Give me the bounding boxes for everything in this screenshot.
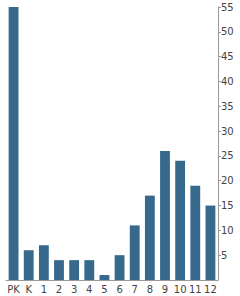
svg-text:5: 5 xyxy=(101,284,107,295)
svg-text:55: 55 xyxy=(221,2,234,13)
svg-text:11: 11 xyxy=(189,284,202,295)
svg-text:6: 6 xyxy=(116,284,122,295)
svg-text:35: 35 xyxy=(221,101,234,112)
svg-text:45: 45 xyxy=(221,51,234,62)
svg-text:30: 30 xyxy=(221,126,234,137)
svg-text:8: 8 xyxy=(147,284,153,295)
svg-text:40: 40 xyxy=(221,76,234,87)
svg-text:15: 15 xyxy=(221,200,234,211)
svg-text:3: 3 xyxy=(71,284,77,295)
svg-text:50: 50 xyxy=(221,26,234,37)
svg-text:9: 9 xyxy=(162,284,168,295)
svg-text:K: K xyxy=(25,284,32,295)
svg-text:12: 12 xyxy=(204,284,217,295)
svg-text:5: 5 xyxy=(221,250,227,261)
svg-text:20: 20 xyxy=(221,175,234,186)
svg-text:PK: PK xyxy=(7,284,20,295)
svg-text:1: 1 xyxy=(41,284,47,295)
svg-text:7: 7 xyxy=(132,284,138,295)
svg-text:4: 4 xyxy=(86,284,92,295)
svg-text:10: 10 xyxy=(221,225,234,236)
svg-text:2: 2 xyxy=(56,284,62,295)
svg-text:10: 10 xyxy=(174,284,187,295)
svg-text:25: 25 xyxy=(221,150,234,161)
